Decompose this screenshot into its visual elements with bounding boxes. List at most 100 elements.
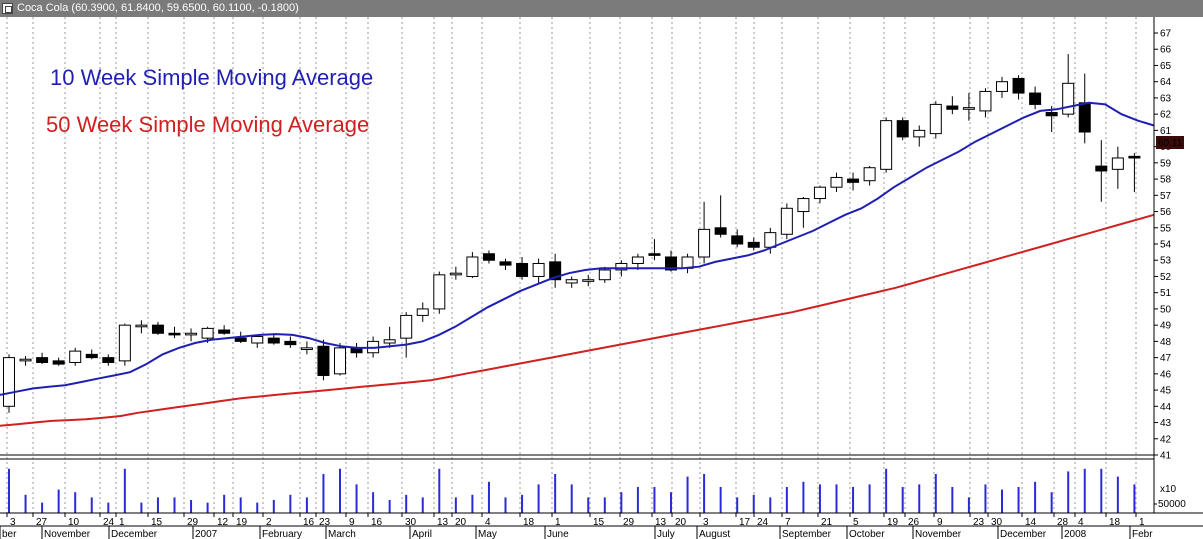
candle-body [847,178,860,183]
price-marker-label: 60.11 [1158,138,1183,149]
y-tick-label: 58 [1160,175,1172,186]
candle [19,355,32,366]
x-week-label: 18 [523,517,535,528]
title-bar[interactable]: Coca Cola (60.3900, 61.8400, 59.6500, 60… [0,0,1203,17]
x-week-label: 18 [1109,517,1121,528]
x-week-label: 28 [1057,517,1069,528]
candle [334,343,346,376]
candle-body [813,186,826,200]
volume-bars [8,468,1136,513]
candle [996,76,1008,98]
candle [516,256,529,280]
x-month-label: December [111,529,158,539]
y-tick-label: 43 [1160,418,1172,429]
candle [1128,153,1141,193]
candle [69,347,82,366]
ma50-layer [0,213,1155,427]
candle-body [714,227,727,235]
x-week-label: 14 [1025,517,1037,528]
current-price-marker: 60.11 [1156,136,1184,149]
candle-body [979,90,992,112]
candle-body [3,357,15,407]
candle-body [416,308,429,316]
candle [52,357,65,366]
x-week-label: 29 [623,517,635,528]
candle-body [267,337,280,344]
y-tick-label: 42 [1160,434,1172,445]
candle [913,125,926,147]
candle-body [334,347,346,375]
candle-body [234,337,247,342]
candle-body [1078,102,1091,133]
y-tick-label: 48 [1160,337,1172,348]
candle [1029,86,1042,110]
candle [565,276,578,288]
x-month-label: November [44,529,91,539]
candle [830,172,843,193]
y-tick-label: 62 [1160,110,1172,121]
x-week-label: 15 [151,517,163,528]
x-week-label: 16 [303,517,315,528]
candle [847,172,860,191]
x-week-label: 13 [437,517,449,528]
candle-body [1012,77,1025,94]
candle-body [731,235,744,245]
candle-body [1095,165,1108,172]
candle-body [52,360,65,365]
candle [317,339,330,381]
candle [102,354,115,366]
candle [251,334,264,348]
ohlc-summary: (60.3900, 61.8400, 59.6500, 60.1100, -0.… [71,2,299,14]
chart-window-icon [2,3,13,14]
candles [3,54,1141,413]
candle-body [151,324,164,334]
candle-body [996,81,1008,92]
y-tick-label: 41 [1160,451,1172,462]
candle [880,117,893,173]
candle-body [168,332,181,336]
legend-ma50: 50 Week Simple Moving Average [46,112,369,137]
y-axis: 41 42 43 44 45 46 47 48 49 50 51 52 53 54 55 56 57 58 59 60… [1154,29,1186,510]
candle [449,266,462,280]
candle-body [36,357,49,363]
ma50-line [0,213,1155,427]
candle [1111,146,1124,189]
candle-body [698,228,711,258]
x-week-label: 24 [103,517,115,528]
y-tick-label: 61 [1160,126,1172,137]
candle-body [400,314,413,339]
candle-body [830,176,843,188]
y-tick-label: 49 [1160,321,1172,332]
candle [300,341,313,355]
candle-body [1029,92,1042,105]
y-tick-label: 52 [1160,272,1172,283]
candle-body [631,256,644,264]
chart-area: 4142434445464748495051525354555657585960… [0,17,1203,539]
x-week-label: 4 [485,517,491,528]
candle-body [1045,112,1058,117]
x-week-label: 10 [68,517,80,528]
candle-body [201,327,214,339]
x-week-label: 9 [349,517,355,528]
x-week-label: 17 [739,517,751,528]
volume-multiplier-label: x10 [1160,484,1177,495]
price-marker-box [1156,136,1184,149]
y-tick-label: 65 [1160,61,1172,72]
candle [383,326,396,348]
x-week-label: 23 [319,517,331,528]
x-week-label: 20 [455,517,467,528]
candle [797,196,810,228]
y-tick-label: 56 [1160,207,1172,218]
candle-body [1062,82,1075,115]
candle [3,354,15,413]
candle [549,253,562,288]
candle [598,266,611,283]
candle-body [317,345,330,376]
x-week-label: 26 [908,517,920,528]
candle-body [69,350,82,363]
candle [168,326,181,339]
candle [1012,75,1025,100]
candle-body [598,269,611,281]
candle-body [19,358,32,362]
